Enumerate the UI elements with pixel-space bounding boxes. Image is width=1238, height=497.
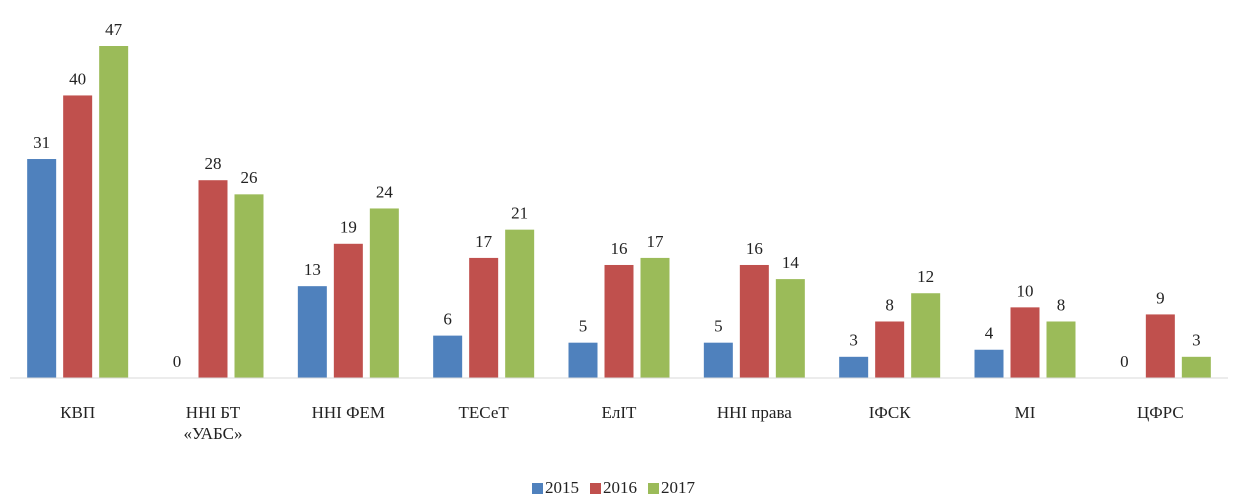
value-label: 17	[647, 232, 665, 251]
x-tick-label: ІФСК	[868, 403, 911, 422]
bar	[604, 264, 634, 378]
value-label: 6	[443, 310, 452, 329]
value-label: 8	[1057, 295, 1066, 314]
bar	[1046, 321, 1076, 378]
legend-label: 2015	[545, 478, 579, 497]
value-label: 26	[241, 168, 258, 187]
bar	[839, 356, 869, 378]
bar	[433, 335, 463, 378]
legend-swatch	[532, 483, 543, 494]
legend-swatch	[590, 483, 601, 494]
bar	[63, 95, 93, 378]
value-label: 12	[917, 267, 934, 286]
bar	[1145, 314, 1175, 378]
value-label: 4	[985, 324, 994, 343]
value-label: 5	[579, 317, 588, 336]
x-tick-label: ТЕСеТ	[458, 403, 509, 422]
value-label: 3	[1192, 331, 1201, 350]
bar	[640, 257, 670, 378]
value-label: 21	[511, 204, 528, 223]
value-label: 14	[782, 253, 800, 272]
value-label: 47	[105, 20, 123, 39]
value-label: 0	[1120, 352, 1129, 371]
bar	[974, 349, 1004, 378]
legend-label: 2016	[603, 478, 637, 497]
x-tick-label: ЕлІТ	[601, 403, 637, 422]
x-tick-label: ННІ БТ «УАБС»	[183, 403, 243, 443]
value-label: 3	[849, 331, 858, 350]
bar	[1010, 307, 1040, 378]
bar	[703, 342, 733, 378]
bar	[775, 279, 805, 378]
legend-swatch	[648, 483, 659, 494]
value-label: 0	[173, 352, 182, 371]
value-label: 17	[475, 232, 493, 251]
bar	[739, 264, 769, 378]
value-label: 9	[1156, 288, 1165, 307]
bar	[505, 229, 535, 378]
value-label: 13	[304, 260, 321, 279]
value-label: 28	[205, 154, 222, 173]
bar	[469, 257, 499, 378]
x-tick-label: ННІ права	[716, 403, 792, 422]
value-label: 10	[1017, 281, 1034, 300]
bar	[875, 321, 905, 378]
x-tick-label: МІ	[1014, 403, 1036, 422]
value-label: 19	[340, 218, 357, 237]
value-label: 31	[33, 133, 50, 152]
x-tick-label: ННІ ФЕМ	[311, 403, 386, 422]
bar	[911, 293, 941, 378]
value-label: 5	[714, 317, 723, 336]
x-tick-label: ЦФРС	[1136, 403, 1184, 422]
value-label: 24	[376, 182, 394, 201]
bar	[234, 194, 264, 378]
bar	[333, 243, 363, 378]
bar	[27, 159, 57, 378]
value-label: 16	[611, 239, 628, 258]
bar	[198, 180, 228, 378]
legend-label: 2017	[661, 478, 696, 497]
bar	[369, 208, 399, 378]
bar	[297, 286, 327, 378]
bar	[99, 46, 129, 378]
value-label: 16	[746, 239, 763, 258]
x-tick-label: КВП	[60, 403, 96, 422]
value-label: 40	[69, 69, 86, 88]
bar	[568, 342, 598, 378]
value-label: 8	[885, 295, 894, 314]
bar	[1181, 356, 1211, 378]
